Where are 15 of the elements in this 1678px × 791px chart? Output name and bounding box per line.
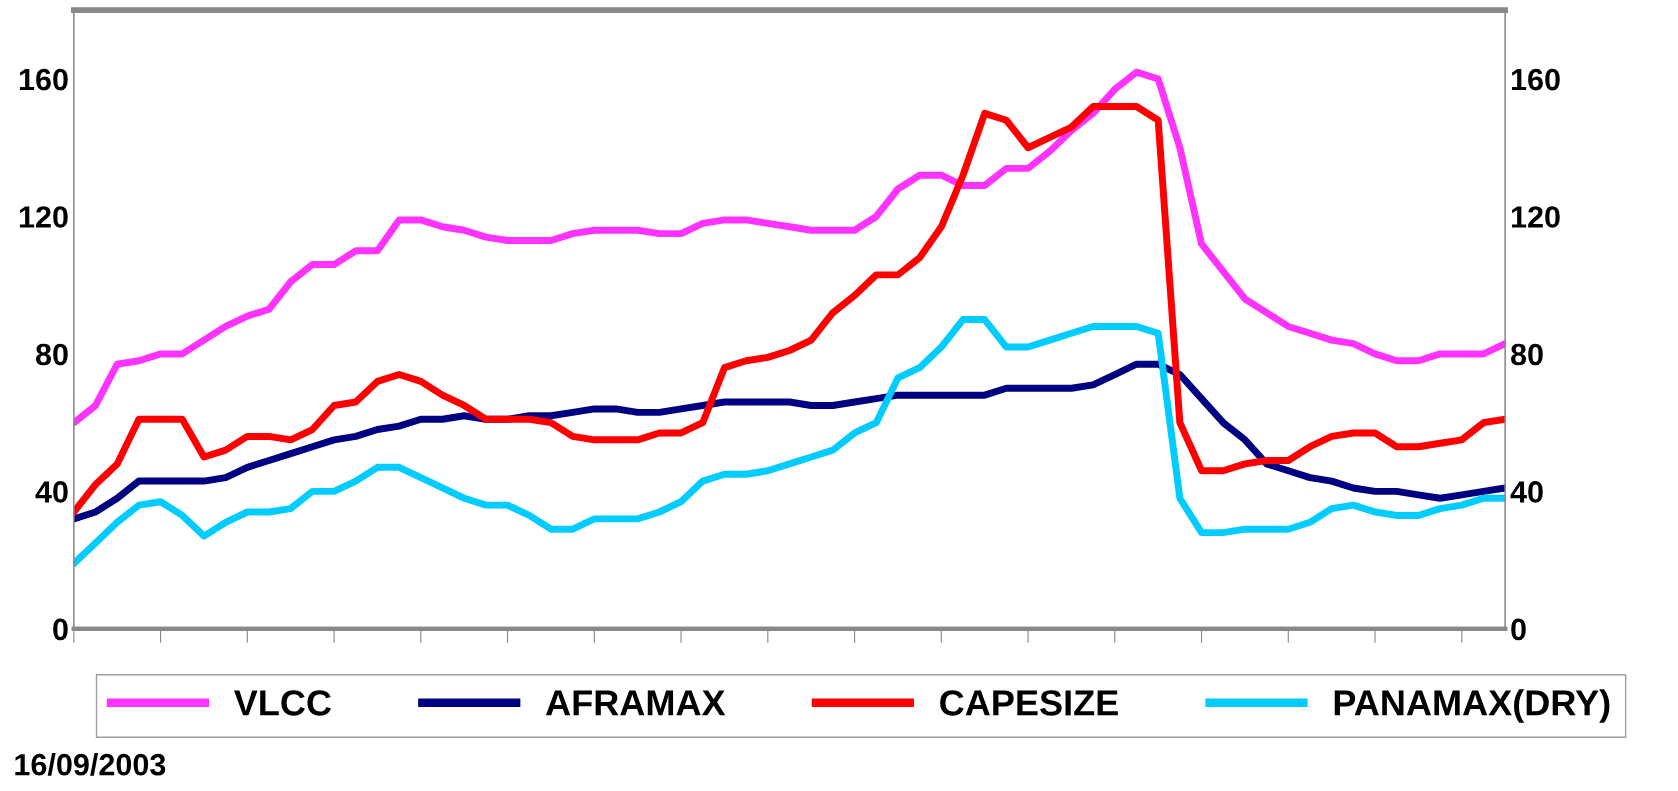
y-tick-label: 80 bbox=[1511, 343, 1543, 366]
legend-label: AFRAMAX bbox=[545, 690, 726, 716]
y-tick-label: 160 bbox=[1511, 68, 1560, 91]
text: 16/09/2003 bbox=[15, 753, 166, 776]
y2-tick-label: 160 bbox=[19, 68, 68, 91]
y2-tick-label: 120 bbox=[19, 206, 68, 228]
y-tick-label: 40 bbox=[1510, 481, 1543, 503]
y2-tick-label: 80 bbox=[35, 343, 68, 366]
legend-label: VLCC bbox=[233, 690, 332, 716]
y2-tick-label: 40 bbox=[35, 481, 68, 503]
legend-label: CAPESIZE bbox=[940, 690, 1118, 716]
y2-tick-label: 0 bbox=[53, 618, 68, 641]
y-tick-label: 0 bbox=[1511, 618, 1526, 641]
y-tick-label: 120 bbox=[1511, 206, 1560, 228]
legend-label: PANAMAX(DRY) bbox=[1334, 689, 1610, 723]
